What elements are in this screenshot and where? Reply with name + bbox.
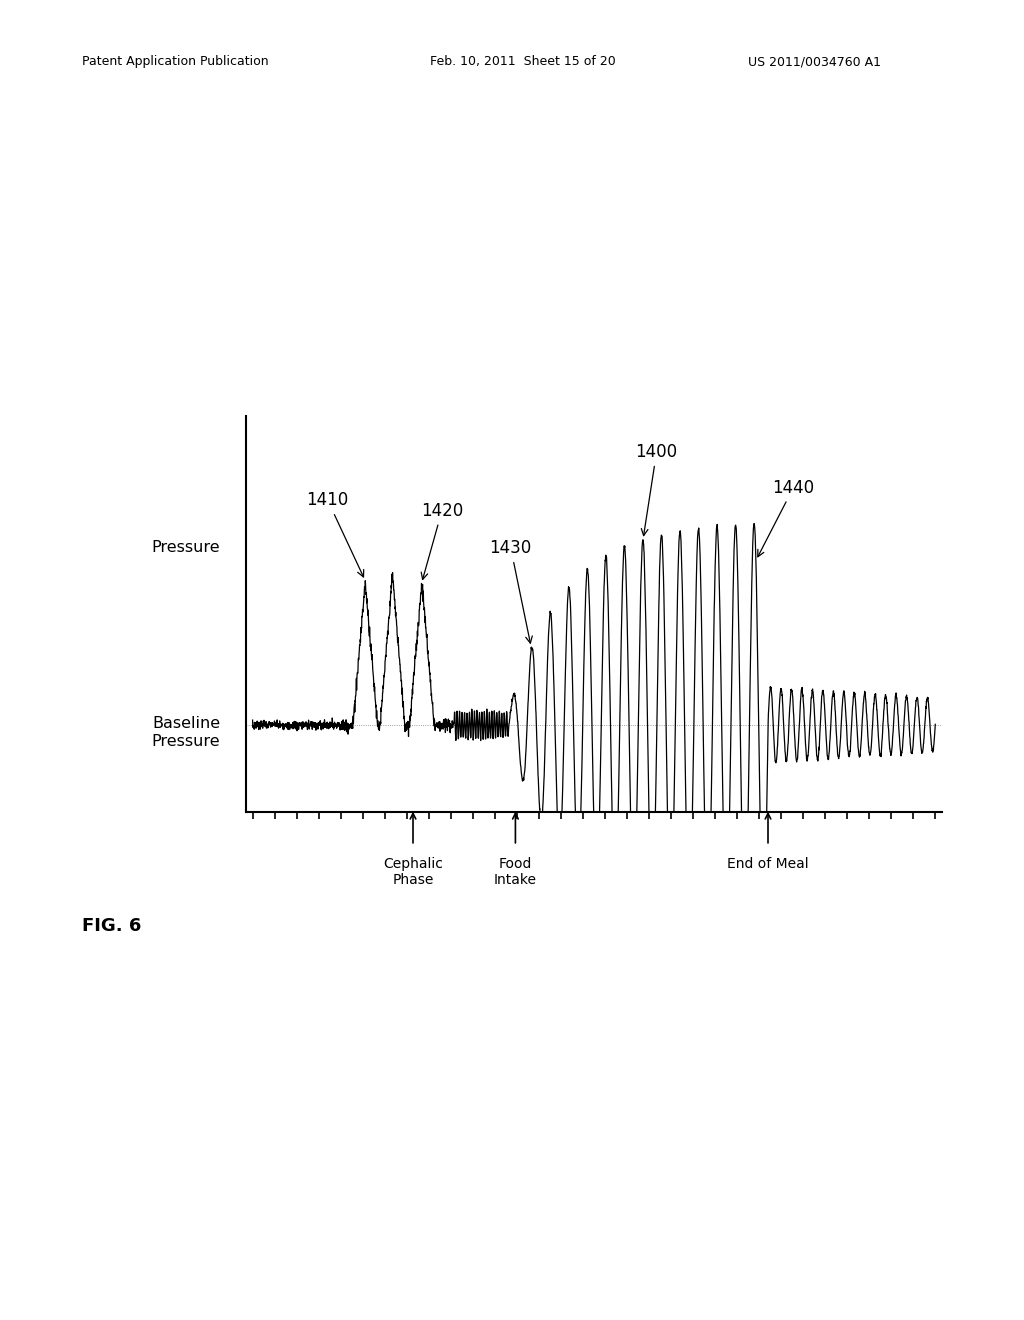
Text: 1410: 1410 bbox=[306, 491, 364, 577]
Text: Baseline
Pressure: Baseline Pressure bbox=[152, 717, 220, 748]
Text: End of Meal: End of Meal bbox=[727, 857, 809, 871]
Text: Feb. 10, 2011  Sheet 15 of 20: Feb. 10, 2011 Sheet 15 of 20 bbox=[430, 55, 615, 69]
Text: 1420: 1420 bbox=[421, 502, 463, 579]
Text: Pressure: Pressure bbox=[152, 540, 220, 556]
Text: US 2011/0034760 A1: US 2011/0034760 A1 bbox=[748, 55, 881, 69]
Text: 1400: 1400 bbox=[636, 442, 678, 536]
Text: Cephalic
Phase: Cephalic Phase bbox=[383, 857, 443, 887]
Text: FIG. 6: FIG. 6 bbox=[82, 917, 141, 936]
Text: 1430: 1430 bbox=[489, 539, 532, 643]
Text: Food
Intake: Food Intake bbox=[494, 857, 537, 887]
Text: 1440: 1440 bbox=[758, 479, 814, 557]
Text: Patent Application Publication: Patent Application Publication bbox=[82, 55, 268, 69]
